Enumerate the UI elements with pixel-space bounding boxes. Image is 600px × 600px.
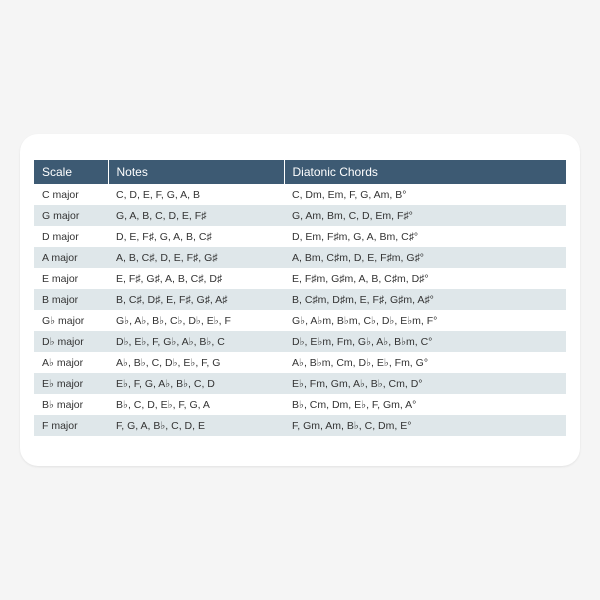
cell-notes: F, G, A, B♭, C, D, E	[108, 415, 284, 436]
table-row: A majorA, B, C♯, D, E, F♯, G♯A, Bm, C♯m,…	[34, 247, 566, 268]
cell-chords: B♭, Cm, Dm, E♭, F, Gm, A°	[284, 394, 566, 415]
table-row: G majorG, A, B, C, D, E, F♯G, Am, Bm, C,…	[34, 205, 566, 226]
cell-notes: E♭, F, G, A♭, B♭, C, D	[108, 373, 284, 394]
cell-chords: B, C♯m, D♯m, E, F♯, G♯m, A♯°	[284, 289, 566, 310]
cell-scale: D major	[34, 226, 108, 247]
cell-chords: G, Am, Bm, C, D, Em, F♯°	[284, 205, 566, 226]
cell-scale: A♭ major	[34, 352, 108, 373]
table-row: E♭ majorE♭, F, G, A♭, B♭, C, DE♭, Fm, Gm…	[34, 373, 566, 394]
cell-chords: D♭, E♭m, Fm, G♭, A♭, B♭m, C°	[284, 331, 566, 352]
cell-notes: G♭, A♭, B♭, C♭, D♭, E♭, F	[108, 310, 284, 331]
cell-scale: F major	[34, 415, 108, 436]
table-row: D majorD, E, F♯, G, A, B, C♯D, Em, F♯m, …	[34, 226, 566, 247]
cell-chords: E, F♯m, G♯m, A, B, C♯m, D♯°	[284, 268, 566, 289]
cell-notes: A♭, B♭, C, D♭, E♭, F, G	[108, 352, 284, 373]
cell-notes: E, F♯, G♯, A, B, C♯, D♯	[108, 268, 284, 289]
scales-card: Scale Notes Diatonic Chords C majorC, D,…	[20, 134, 580, 466]
cell-notes: C, D, E, F, G, A, B	[108, 184, 284, 205]
cell-notes: A, B, C♯, D, E, F♯, G♯	[108, 247, 284, 268]
cell-scale: B major	[34, 289, 108, 310]
table-row: D♭ majorD♭, E♭, F, G♭, A♭, B♭, CD♭, E♭m,…	[34, 331, 566, 352]
table-row: B♭ majorB♭, C, D, E♭, F, G, AB♭, Cm, Dm,…	[34, 394, 566, 415]
cell-notes: B, C♯, D♯, E, F♯, G♯, A♯	[108, 289, 284, 310]
cell-scale: A major	[34, 247, 108, 268]
cell-chords: A, Bm, C♯m, D, E, F♯m, G♯°	[284, 247, 566, 268]
cell-chords: A♭, B♭m, Cm, D♭, E♭, Fm, G°	[284, 352, 566, 373]
cell-chords: D, Em, F♯m, G, A, Bm, C♯°	[284, 226, 566, 247]
cell-scale: D♭ major	[34, 331, 108, 352]
table-row: C majorC, D, E, F, G, A, BC, Dm, Em, F, …	[34, 184, 566, 205]
cell-scale: E♭ major	[34, 373, 108, 394]
col-header-chords: Diatonic Chords	[284, 160, 566, 184]
col-header-scale: Scale	[34, 160, 108, 184]
cell-notes: G, A, B, C, D, E, F♯	[108, 205, 284, 226]
cell-notes: D, E, F♯, G, A, B, C♯	[108, 226, 284, 247]
cell-scale: C major	[34, 184, 108, 205]
cell-chords: F, Gm, Am, B♭, C, Dm, E°	[284, 415, 566, 436]
cell-notes: B♭, C, D, E♭, F, G, A	[108, 394, 284, 415]
col-header-notes: Notes	[108, 160, 284, 184]
cell-notes: D♭, E♭, F, G♭, A♭, B♭, C	[108, 331, 284, 352]
scales-table: Scale Notes Diatonic Chords C majorC, D,…	[34, 160, 566, 436]
cell-chords: E♭, Fm, Gm, A♭, B♭, Cm, D°	[284, 373, 566, 394]
table-header-row: Scale Notes Diatonic Chords	[34, 160, 566, 184]
cell-chords: G♭, A♭m, B♭m, C♭, D♭, E♭m, F°	[284, 310, 566, 331]
cell-scale: G♭ major	[34, 310, 108, 331]
cell-chords: C, Dm, Em, F, G, Am, B°	[284, 184, 566, 205]
cell-scale: G major	[34, 205, 108, 226]
table-row: F majorF, G, A, B♭, C, D, EF, Gm, Am, B♭…	[34, 415, 566, 436]
table-row: A♭ majorA♭, B♭, C, D♭, E♭, F, GA♭, B♭m, …	[34, 352, 566, 373]
cell-scale: B♭ major	[34, 394, 108, 415]
table-row: E majorE, F♯, G♯, A, B, C♯, D♯E, F♯m, G♯…	[34, 268, 566, 289]
cell-scale: E major	[34, 268, 108, 289]
table-row: B majorB, C♯, D♯, E, F♯, G♯, A♯B, C♯m, D…	[34, 289, 566, 310]
table-row: G♭ majorG♭, A♭, B♭, C♭, D♭, E♭, FG♭, A♭m…	[34, 310, 566, 331]
